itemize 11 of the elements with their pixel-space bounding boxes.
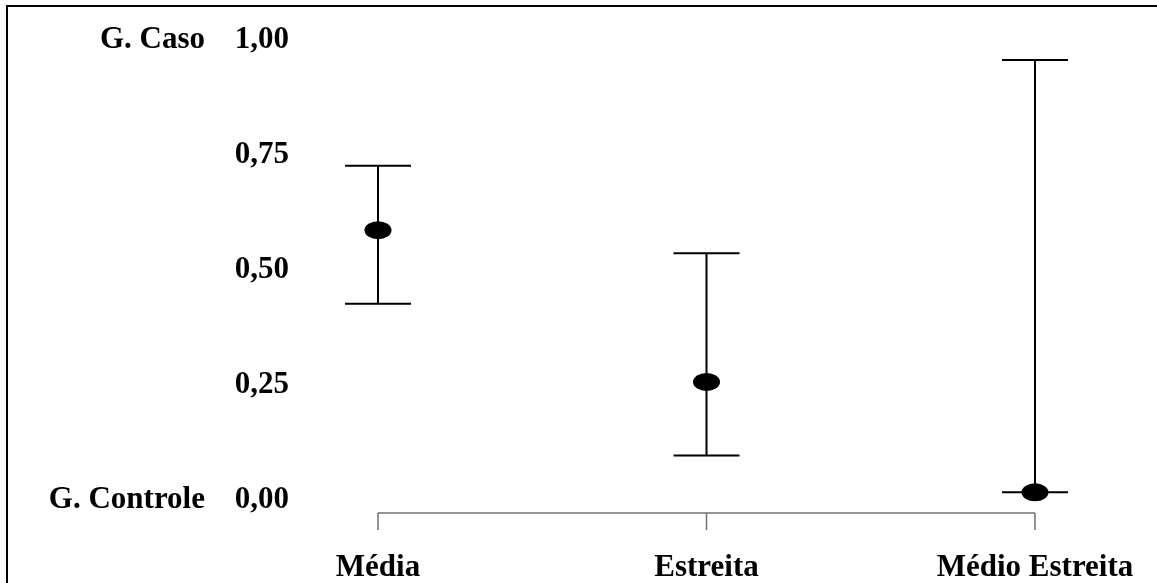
x-tick-label: Estreita <box>654 548 760 583</box>
y-tick-label: 0,00 <box>234 479 289 515</box>
x-tick-label: Média <box>335 548 421 583</box>
y-tick-label: 0,75 <box>234 134 289 170</box>
point <box>693 372 720 391</box>
text: G. Caso <box>99 20 205 56</box>
y-tick-label: 0,50 <box>234 249 289 285</box>
x-tick-label: Médio Estreita <box>936 548 1134 583</box>
text: G. Controle <box>48 479 205 515</box>
y-tick-label: 1,00 <box>234 20 289 56</box>
y-tick-label: 0,25 <box>234 364 289 400</box>
